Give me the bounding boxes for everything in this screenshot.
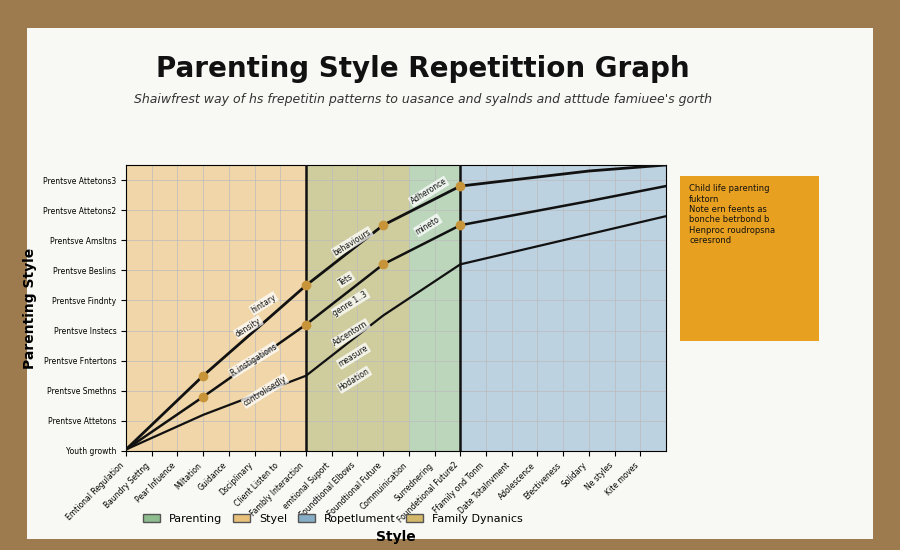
- Text: R instigations: R instigations: [229, 342, 278, 378]
- Text: genre 1..3: genre 1..3: [332, 289, 370, 317]
- Bar: [306, 165, 409, 451]
- Text: Shaiwfrest way of hs frepetitin patterns to uasance and syalnds and atttude fami: Shaiwfrest way of hs frepetitin patterns…: [134, 94, 712, 107]
- Text: density: density: [234, 316, 263, 339]
- Text: Parenting Style Repetittion Graph: Parenting Style Repetittion Graph: [157, 55, 689, 83]
- Text: measure: measure: [337, 343, 370, 368]
- Bar: [460, 165, 666, 451]
- Text: controlisedly: controlisedly: [242, 374, 288, 408]
- Legend: Parenting, Styel, Ropetlument, Family Dynanics: Parenting, Styel, Ropetlument, Family Dy…: [139, 509, 527, 528]
- Text: Child life parenting
fuktorn
Note ern feents as
bonche betrbond b
Henproc roudro: Child life parenting fuktorn Note ern fe…: [689, 184, 776, 245]
- Y-axis label: Parenting Style: Parenting Style: [23, 248, 38, 368]
- Text: Hodation: Hodation: [337, 367, 371, 393]
- Text: behaviours: behaviours: [332, 227, 373, 257]
- Bar: [306, 165, 460, 451]
- Text: hintary: hintary: [249, 292, 277, 315]
- Bar: [126, 165, 306, 451]
- X-axis label: Style: Style: [376, 530, 416, 544]
- Text: mineto: mineto: [414, 214, 442, 236]
- Text: Adcentorn: Adcentorn: [332, 319, 370, 348]
- Text: Adheronce: Adheronce: [409, 177, 448, 206]
- Text: Tets: Tets: [337, 272, 355, 288]
